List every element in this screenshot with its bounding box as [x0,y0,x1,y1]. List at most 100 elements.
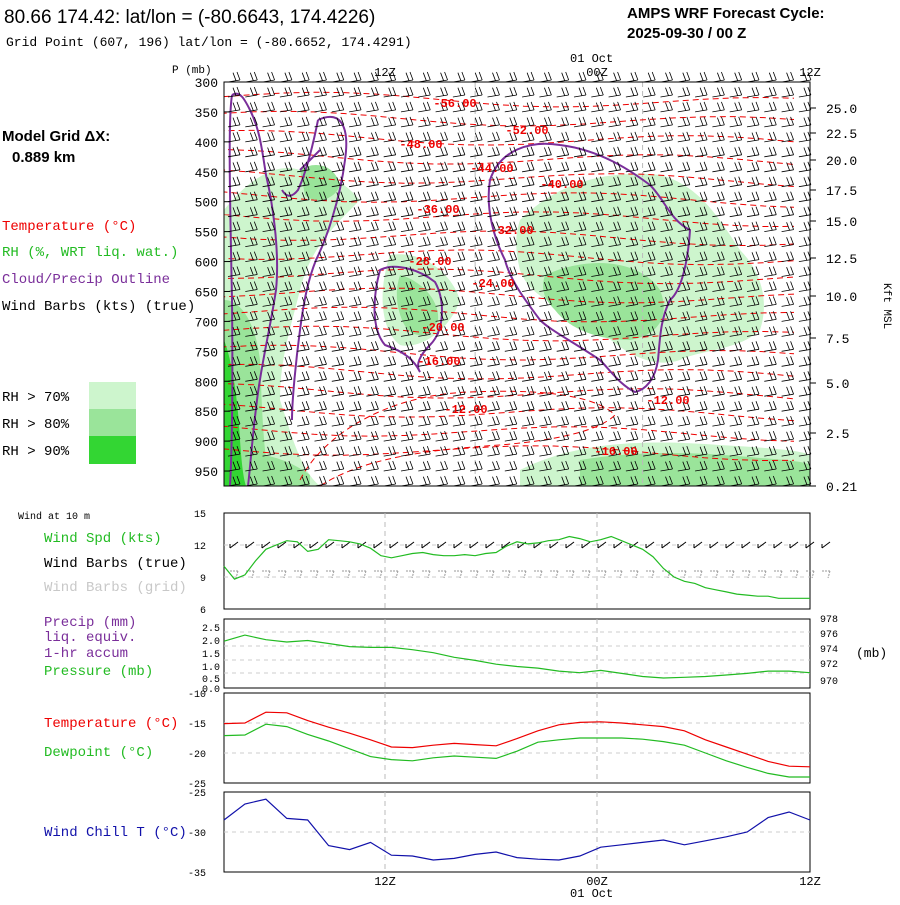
wind-barb [366,386,379,397]
wind-barb [349,281,362,292]
wind-barb [366,356,379,367]
wind-barb [262,371,275,382]
wind-barb [660,131,673,143]
wind-barb [660,71,673,83]
wind-barb [729,131,743,143]
wind-barb-10m [677,541,687,549]
wind-barb [660,86,673,98]
wind-barb [729,221,743,232]
wind-barb [660,236,673,247]
wind-barb [227,296,241,307]
wind-barb [400,116,414,128]
wind-barb [331,356,345,367]
wind-barb-grid [790,570,799,579]
wind-barb [608,281,621,292]
wind-barb [314,386,327,397]
wind-barb [418,311,431,322]
time-tick-label-top: 00Z [586,66,608,80]
wind-barb [643,281,656,292]
wind-barb [781,311,794,322]
kft-tick-label: 25.0 [826,102,857,117]
wind-barb [573,445,587,457]
wind-barb [746,401,760,412]
wind-barb [764,71,777,83]
wind-barb-10m [469,541,479,549]
wind-barb [366,401,379,412]
wind-barb [383,326,397,337]
wind-barb [781,281,794,292]
wind-barb [331,341,345,352]
wind-barb [400,176,414,188]
wind-barb [522,71,535,83]
wind-barb [262,311,275,322]
wind-barb-10m [405,541,415,549]
time-tick-label-top: 12Z [374,66,396,80]
wind-barb [539,415,552,427]
wind-barb [279,116,293,128]
wind-barb [556,161,570,173]
wind-barb-10m [533,541,543,549]
wind-barb-10m [773,541,783,549]
wind-barb [556,101,570,113]
wind-barb [383,415,397,427]
wind-barb [729,281,743,292]
wind-barb [625,415,639,427]
wind-barb [400,371,414,382]
legend-rh: RH (%, WRT liq. wat.) [2,245,178,261]
wind-barb [729,206,743,218]
wind-barb [764,161,777,173]
wind-barb [643,86,656,98]
legend-temperature: Temperature (°C) [2,219,136,235]
wind-barb [522,341,535,352]
wind-barb [314,161,327,173]
wind-barb [712,460,725,472]
wind-barb [314,326,327,337]
wind-barb [522,221,535,232]
wind-barb [470,281,483,292]
wind-barb [746,281,760,292]
wind-barb [383,206,397,218]
wind-barb [695,311,708,322]
wind-barb [677,445,691,457]
wind-barb [746,191,760,203]
wind-barb [781,101,794,113]
wind-barb [764,415,777,427]
wind-barb [660,430,673,442]
wind-barb [487,221,500,232]
wind-barb-grid [406,570,415,579]
wind-barb [452,445,466,457]
wind-barb [781,206,794,218]
pressure-line [223,634,811,679]
wind-barb [695,116,708,128]
wind-barb [625,460,639,472]
wind-barb [608,191,621,203]
wind-barb [331,430,345,442]
wind-barb [383,356,397,367]
wind-barb [297,146,310,158]
wind-barb-10m [805,541,815,549]
panel-frame [223,512,811,610]
cycle-value: 2025-09-30 / 00 Z [627,25,746,42]
wind-barb [677,281,691,292]
wind-barb [746,101,760,113]
wind-barb [331,401,345,412]
wind-barb [781,86,794,98]
wind-barb [591,341,604,352]
wind-barb [366,86,379,98]
wind-barb-10m [645,541,655,549]
wind-barb [608,445,621,457]
wind-barb [695,221,708,232]
wind-barb [677,161,691,173]
wind-barb [591,386,604,397]
wind-barb [729,296,743,307]
temperature-contour [223,91,795,108]
wind-barb [279,206,293,218]
wind-barb [729,356,743,367]
wind-barb [522,266,535,277]
wind-barb [297,296,310,307]
wind-barb-10m [613,541,623,549]
pressure-tick-label: 550 [195,226,218,241]
wind-barb-grid [550,570,559,579]
wind-barb [643,401,656,412]
wind-barb [331,281,345,292]
